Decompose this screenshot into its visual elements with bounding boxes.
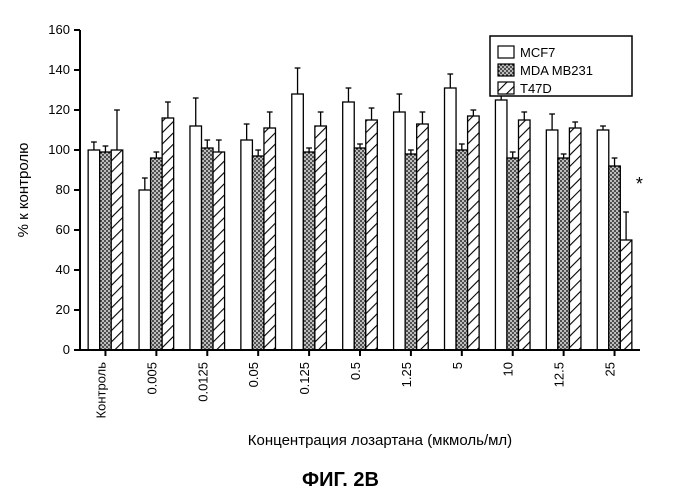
- x-tick-label: 0.05: [246, 362, 261, 387]
- bar: [264, 128, 276, 350]
- x-tick-label: 12.5: [552, 362, 567, 387]
- bar: [417, 124, 429, 350]
- bar: [252, 156, 264, 350]
- legend: MCF7 MDA MB231 T47D: [490, 36, 632, 96]
- bar: [303, 152, 315, 350]
- legend-swatch: [498, 46, 514, 58]
- x-axis-label: Концентрация лозартана (мкмоль/мл): [248, 432, 512, 449]
- bar: [366, 120, 378, 350]
- bar: [100, 152, 112, 350]
- bar: [507, 158, 519, 350]
- bar: [394, 112, 406, 350]
- bar: [162, 118, 174, 350]
- bar: [445, 88, 457, 350]
- bar: [202, 148, 214, 350]
- bar: [139, 190, 151, 350]
- bar: [241, 140, 253, 350]
- x-tick-label: 0.005: [144, 362, 159, 395]
- chart-svg: 0 20 40 60 80 100 120 140 160 Контроль 0.005 0.0125…: [0, 0, 681, 470]
- bar: [292, 94, 304, 350]
- significance-marker: *: [636, 174, 643, 194]
- y-tick-label: 140: [48, 62, 70, 77]
- bar: [569, 128, 581, 350]
- x-tick-label: Контроль: [93, 362, 108, 419]
- bar: [213, 152, 225, 350]
- bar: [456, 150, 468, 350]
- figure-container: 0 20 40 60 80 100 120 140 160 Контроль 0.005 0.0125…: [0, 0, 681, 500]
- legend-label: MCF7: [520, 45, 555, 60]
- y-tick-label: 80: [56, 182, 70, 197]
- x-tick-label: 25: [603, 362, 618, 376]
- x-tick-label: 1.25: [399, 362, 414, 387]
- bar: [519, 120, 531, 350]
- y-tick-label: 40: [56, 262, 70, 277]
- y-axis-label: % к контролю: [15, 143, 32, 238]
- y-tick-label: 160: [48, 22, 70, 37]
- bar: [609, 166, 621, 350]
- y-tick-label: 60: [56, 222, 70, 237]
- bars: [88, 68, 632, 350]
- bar: [495, 100, 507, 350]
- x-tick-label: 5: [450, 362, 465, 369]
- bar: [405, 154, 417, 350]
- y-tick-label: 20: [56, 302, 70, 317]
- bar: [111, 150, 123, 350]
- bar: [468, 116, 480, 350]
- legend-swatch: [498, 64, 514, 76]
- bar: [620, 240, 632, 350]
- x-tick-label: 0.0125: [195, 362, 210, 402]
- bar: [190, 126, 202, 350]
- y-tick-label: 100: [48, 142, 70, 157]
- x-tick-label: 0.5: [348, 362, 363, 380]
- bar: [354, 148, 366, 350]
- y-tick-label: 120: [48, 102, 70, 117]
- figure-caption: ФИГ. 2B: [0, 469, 681, 492]
- x-tick-label: 0.125: [297, 362, 312, 395]
- bar: [88, 150, 100, 350]
- legend-label: T47D: [520, 81, 552, 96]
- legend-label: MDA MB231: [520, 63, 593, 78]
- bar: [597, 130, 609, 350]
- bar: [546, 130, 558, 350]
- bar: [151, 158, 163, 350]
- legend-swatch: [498, 82, 514, 94]
- x-tick-label: 10: [501, 362, 516, 376]
- bar: [558, 158, 570, 350]
- bar: [343, 102, 355, 350]
- y-tick-label: 0: [63, 342, 70, 357]
- bar: [315, 126, 327, 350]
